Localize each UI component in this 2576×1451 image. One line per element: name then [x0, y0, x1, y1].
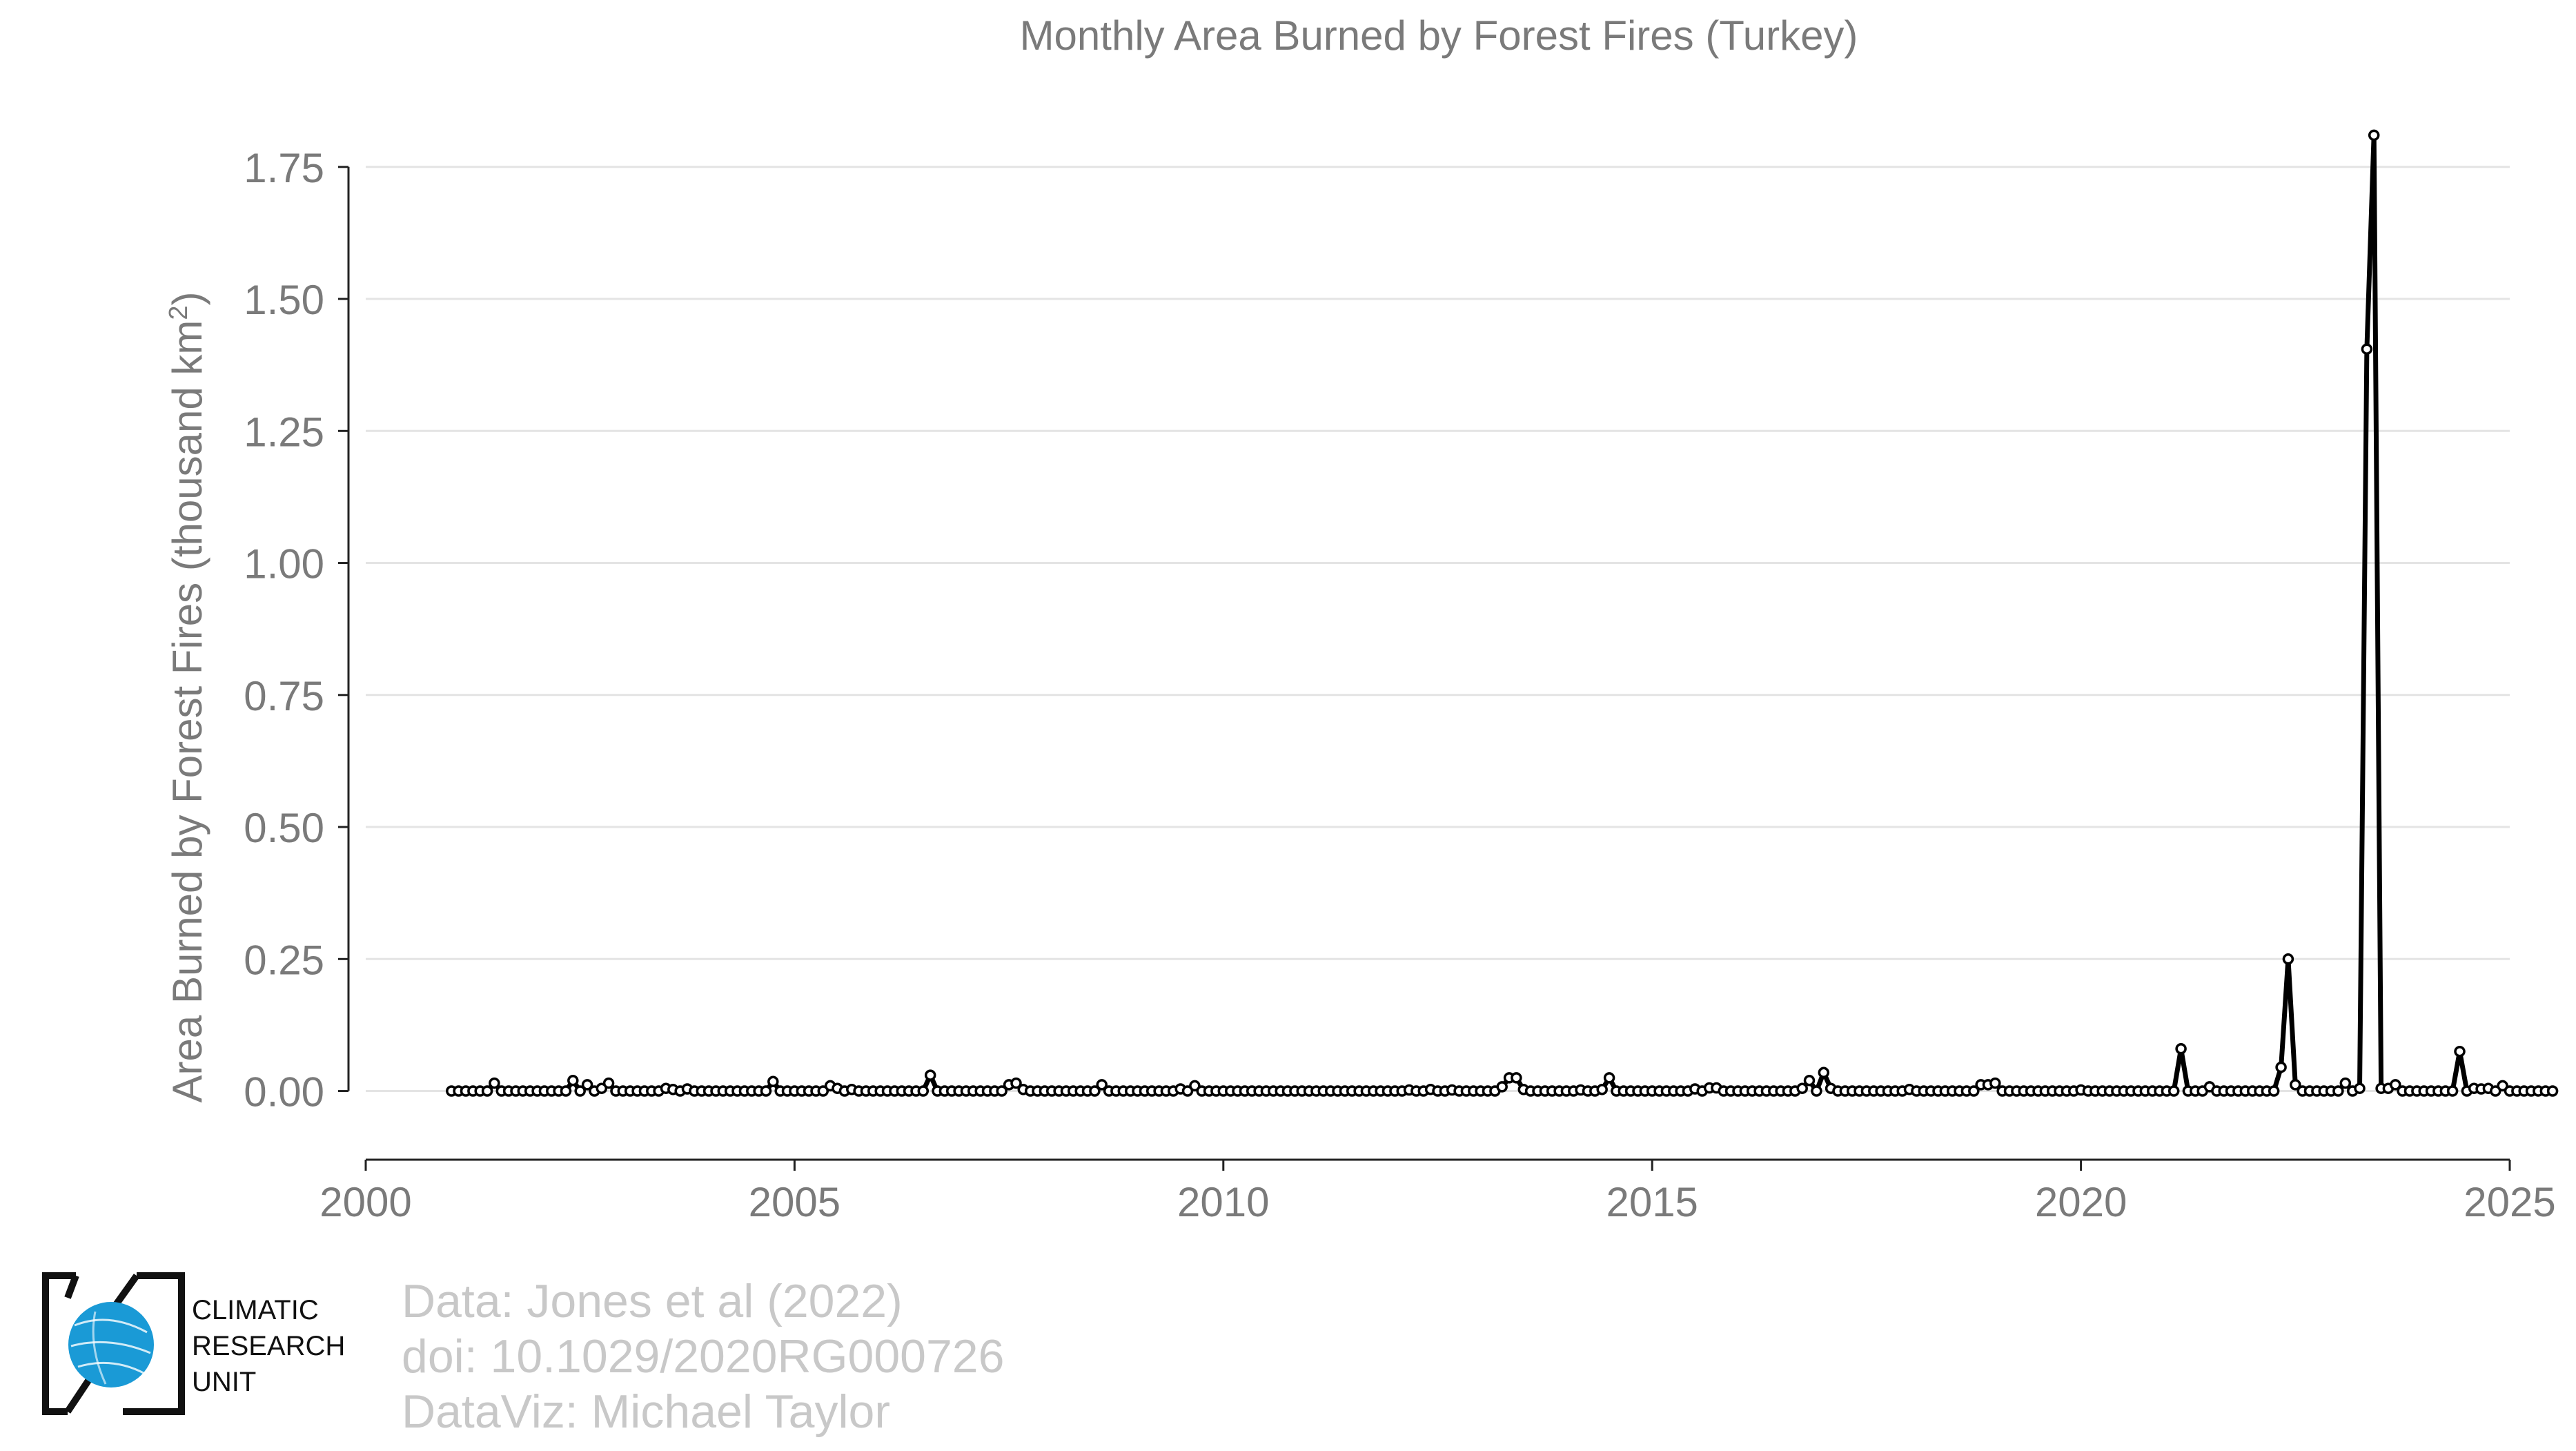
data-point [1189, 1080, 1201, 1092]
data-point [767, 1075, 779, 1088]
y-tick-label: 1.75 [244, 145, 324, 191]
credit-data-source: Data: Jones et al (2022) [402, 1275, 903, 1327]
data-point [2354, 1082, 2366, 1094]
y-tick-label: 0.50 [244, 805, 324, 851]
data-point [2390, 1079, 2401, 1091]
data-point [2282, 953, 2294, 965]
data-point [2175, 1043, 2187, 1055]
data-point [1603, 1072, 1615, 1084]
gridlines [366, 166, 2510, 1093]
y-tick-label: 1.00 [244, 541, 324, 587]
data-point [567, 1075, 579, 1087]
data-point [2268, 1085, 2280, 1097]
data-point [574, 1085, 586, 1097]
credits: Data: Jones et al (2022) doi: 10.1029/20… [402, 1274, 1004, 1439]
data-point [2497, 1080, 2508, 1092]
x-tick-label: 2020 [2035, 1179, 2127, 1225]
data-point [596, 1082, 608, 1094]
cru-logo-mark [42, 1272, 185, 1415]
data-point [581, 1079, 593, 1091]
data-point [489, 1077, 500, 1089]
data-point [1089, 1085, 1101, 1097]
y-axis-label: Area Burned by Forest Fires (thousand km… [164, 292, 210, 1103]
data-point [1796, 1082, 1808, 1094]
data-point [1181, 1085, 1194, 1097]
y-axis-label-close: ) [164, 292, 210, 306]
data-point [2490, 1085, 2501, 1097]
x-tick-label: 2005 [749, 1179, 840, 1225]
data-point [2446, 1085, 2459, 1097]
data-point [2454, 1045, 2466, 1058]
y-axis-label-main: Area Burned by Forest Fires (thousand km [164, 320, 210, 1103]
data-point [2546, 1085, 2559, 1097]
credit-doi: doi: 10.1029/2020RG000726 [402, 1330, 1005, 1383]
x-axis: 2000 2005 2010 2015 2020 2025 [319, 1158, 2556, 1225]
data-point [1511, 1072, 1522, 1084]
data-point [2290, 1079, 2301, 1091]
data-point [2275, 1061, 2287, 1073]
credit-dataviz: DataViz: Michael Taylor [402, 1385, 891, 1438]
series-line [451, 133, 2553, 1093]
chart-title: Monthly Area Burned by Forest Fires (Tur… [1020, 12, 1858, 59]
y-tick-label: 0.75 [244, 673, 324, 719]
data-point [1818, 1067, 1830, 1079]
data-point [2361, 343, 2373, 355]
data-point [2339, 1077, 2352, 1089]
globe-icon [68, 1302, 154, 1387]
data-point [1803, 1075, 1816, 1087]
data-point [760, 1085, 772, 1097]
data-point [924, 1069, 936, 1081]
logo-text-line1: CLIMATIC [192, 1295, 319, 1325]
x-tick-label: 2025 [2464, 1179, 2555, 1225]
x-tick-label: 2010 [1177, 1179, 1269, 1225]
data-point [917, 1085, 930, 1097]
y-axis: 0.00 0.25 0.50 0.75 1.00 1.25 1.50 1.75 [244, 145, 350, 1116]
data-point [481, 1085, 493, 1097]
y-axis-label-superscript: 2 [164, 306, 193, 320]
y-tick-label: 0.00 [244, 1069, 324, 1116]
data-point [560, 1085, 572, 1097]
x-tick-label: 2015 [1606, 1179, 1698, 1225]
data-point [1968, 1085, 1980, 1097]
data-point [1596, 1084, 1608, 1095]
data-point [817, 1085, 829, 1097]
data-point [1010, 1077, 1022, 1089]
x-tick-label: 2000 [319, 1179, 411, 1225]
data-point [2332, 1085, 2344, 1097]
y-tick-label: 0.25 [244, 937, 324, 983]
data-point [2368, 129, 2380, 142]
y-tick-label: 1.50 [244, 277, 324, 323]
logo-text-line3: UNIT [192, 1367, 257, 1397]
logo-text-line2: RESEARCH [192, 1331, 346, 1361]
data-point [1096, 1079, 1108, 1091]
data-point [2167, 1085, 2180, 1097]
series-group [446, 129, 2559, 1097]
data-point [1811, 1085, 1822, 1097]
y-tick-label: 1.25 [244, 409, 324, 455]
cru-logo: CLIMATIC RESEARCH UNIT [40, 1270, 364, 1419]
data-point [1496, 1081, 1508, 1093]
data-point [602, 1077, 615, 1089]
data-point [1989, 1077, 2001, 1089]
data-point [996, 1085, 1007, 1097]
